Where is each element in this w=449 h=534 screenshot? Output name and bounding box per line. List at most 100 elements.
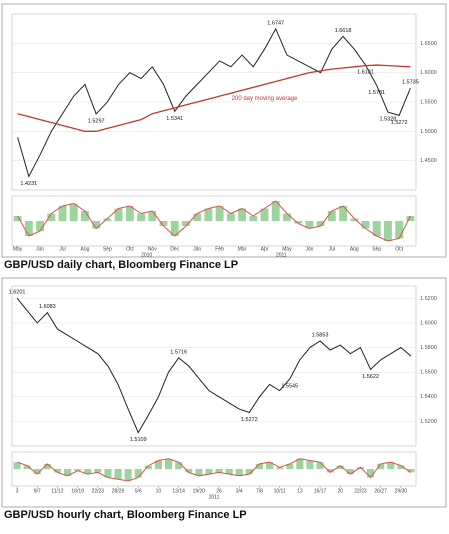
indicator-bar bbox=[245, 469, 253, 475]
indicator-bar bbox=[350, 218, 359, 221]
indicator-bar bbox=[114, 208, 123, 221]
indicator-bar bbox=[24, 221, 33, 236]
x-tick-label: 13/14 bbox=[172, 488, 185, 494]
y-tick-label: 1.6500 bbox=[420, 41, 437, 47]
indicator-bar bbox=[384, 221, 392, 241]
x-tick-label: Oct bbox=[395, 246, 403, 252]
y-tick-label: 1.5600 bbox=[420, 370, 437, 376]
x-tick-label: Apr bbox=[261, 246, 269, 252]
indicator-line bbox=[16, 458, 412, 482]
indicator-bar bbox=[137, 213, 145, 221]
price-annotation: 1.6747 bbox=[267, 20, 284, 26]
x-tick-label: Sep bbox=[372, 246, 381, 252]
x-tick-label: 18/19 bbox=[71, 488, 84, 494]
indicator-bar bbox=[327, 211, 336, 221]
indicator-bar bbox=[134, 469, 142, 478]
year-label: 2011 bbox=[276, 252, 287, 258]
indicator-bar bbox=[271, 201, 280, 221]
indicator-bar bbox=[215, 206, 224, 221]
indicator-bar bbox=[170, 221, 179, 236]
x-tick-label: May bbox=[282, 246, 292, 252]
indicator-line bbox=[17, 200, 411, 242]
price-annotation: 1.4231 bbox=[20, 181, 37, 187]
indicator-bar bbox=[74, 469, 82, 471]
indicator-bar bbox=[336, 465, 344, 469]
x-tick-label: 5/6 bbox=[135, 488, 142, 494]
indicator-bar bbox=[205, 469, 213, 475]
x-tick-label: Oct bbox=[126, 246, 134, 252]
x-tick-label: Feb bbox=[215, 246, 224, 252]
price-line bbox=[16, 297, 412, 434]
indicator-bar bbox=[305, 221, 314, 229]
indicator-bar bbox=[226, 213, 235, 221]
indicator-bar bbox=[407, 469, 415, 473]
y-tick-label: 1.4500 bbox=[420, 158, 437, 164]
indicator-bar bbox=[33, 469, 41, 475]
indicator-bar bbox=[346, 469, 354, 475]
indicator-bar bbox=[175, 462, 183, 469]
x-tick-label: Nov bbox=[148, 246, 157, 252]
x-tick-label: Dec bbox=[170, 246, 179, 252]
indicator-bar bbox=[235, 469, 243, 476]
indicator-bar bbox=[165, 458, 173, 469]
indicator-bar bbox=[377, 463, 385, 469]
y-tick-label: 1.5800 bbox=[420, 345, 437, 351]
price-annotation: 1.5716 bbox=[170, 349, 187, 355]
price-annotation: 1.5272 bbox=[241, 417, 258, 423]
x-tick-label: 10/11 bbox=[274, 488, 286, 494]
indicator-bar bbox=[387, 462, 395, 469]
price-annotation: 1.5297 bbox=[88, 118, 105, 124]
indicator-bar bbox=[64, 469, 72, 476]
price-annotation: 1.6131 bbox=[357, 69, 374, 75]
price-line bbox=[17, 27, 411, 178]
x-tick-label: 16/17 bbox=[314, 488, 327, 494]
x-tick-label: 9/7 bbox=[34, 488, 41, 494]
x-tick-label: 22/23 bbox=[92, 488, 105, 494]
x-tick-label: 22/23 bbox=[354, 488, 367, 494]
indicator-bar bbox=[58, 206, 67, 221]
indicator-bar bbox=[47, 213, 56, 221]
x-tick-label: 20 bbox=[337, 488, 343, 494]
indicator-bar bbox=[249, 216, 258, 221]
x-tick-label: Jan bbox=[193, 246, 201, 252]
indicator-bar bbox=[372, 221, 381, 236]
indicator-bar bbox=[185, 469, 193, 473]
x-tick-label: Jul bbox=[329, 246, 335, 252]
indicator-bar bbox=[339, 206, 347, 221]
x-tick-label: Jun bbox=[36, 246, 44, 252]
indicator-bar bbox=[13, 462, 21, 469]
indicator-bar bbox=[125, 206, 134, 221]
indicator-frame bbox=[11, 195, 417, 247]
x-tick-label: 3/4 bbox=[236, 488, 243, 494]
moving-average-line bbox=[17, 64, 411, 132]
indicator-bar bbox=[103, 218, 112, 221]
indicator-bar bbox=[397, 465, 405, 469]
indicator-bar bbox=[43, 463, 51, 469]
price-annotation: 1.5853 bbox=[312, 332, 329, 338]
price-annotation: 1.6618 bbox=[335, 28, 352, 34]
indicator-bar bbox=[215, 469, 223, 473]
indicator-bar bbox=[104, 469, 112, 478]
y-tick-label: 1.6000 bbox=[420, 70, 437, 76]
indicator-bar bbox=[92, 221, 101, 229]
price-annotation: 1.6083 bbox=[39, 304, 56, 310]
price-annotation: 1.5622 bbox=[362, 374, 379, 380]
indicator-frame bbox=[11, 451, 417, 487]
price-annotation: 1.5545 bbox=[281, 383, 298, 389]
indicator-bar bbox=[36, 221, 44, 231]
indicator-bar bbox=[144, 465, 152, 469]
indicator-bar bbox=[53, 469, 61, 473]
x-tick-label: 13 bbox=[297, 488, 303, 494]
indicator-bar bbox=[69, 203, 78, 221]
indicator-bar bbox=[225, 469, 233, 475]
plot-frame bbox=[11, 285, 417, 447]
x-tick-label: Jun bbox=[305, 246, 313, 252]
x-tick-label: 26 bbox=[216, 488, 222, 494]
indicator-bar bbox=[193, 213, 202, 221]
indicator-bar bbox=[316, 221, 325, 226]
indicator-bar bbox=[276, 467, 284, 469]
indicator-bar bbox=[255, 463, 263, 469]
chart-caption: GBP/USD hourly chart, Bloomberg Finance … bbox=[4, 509, 247, 521]
